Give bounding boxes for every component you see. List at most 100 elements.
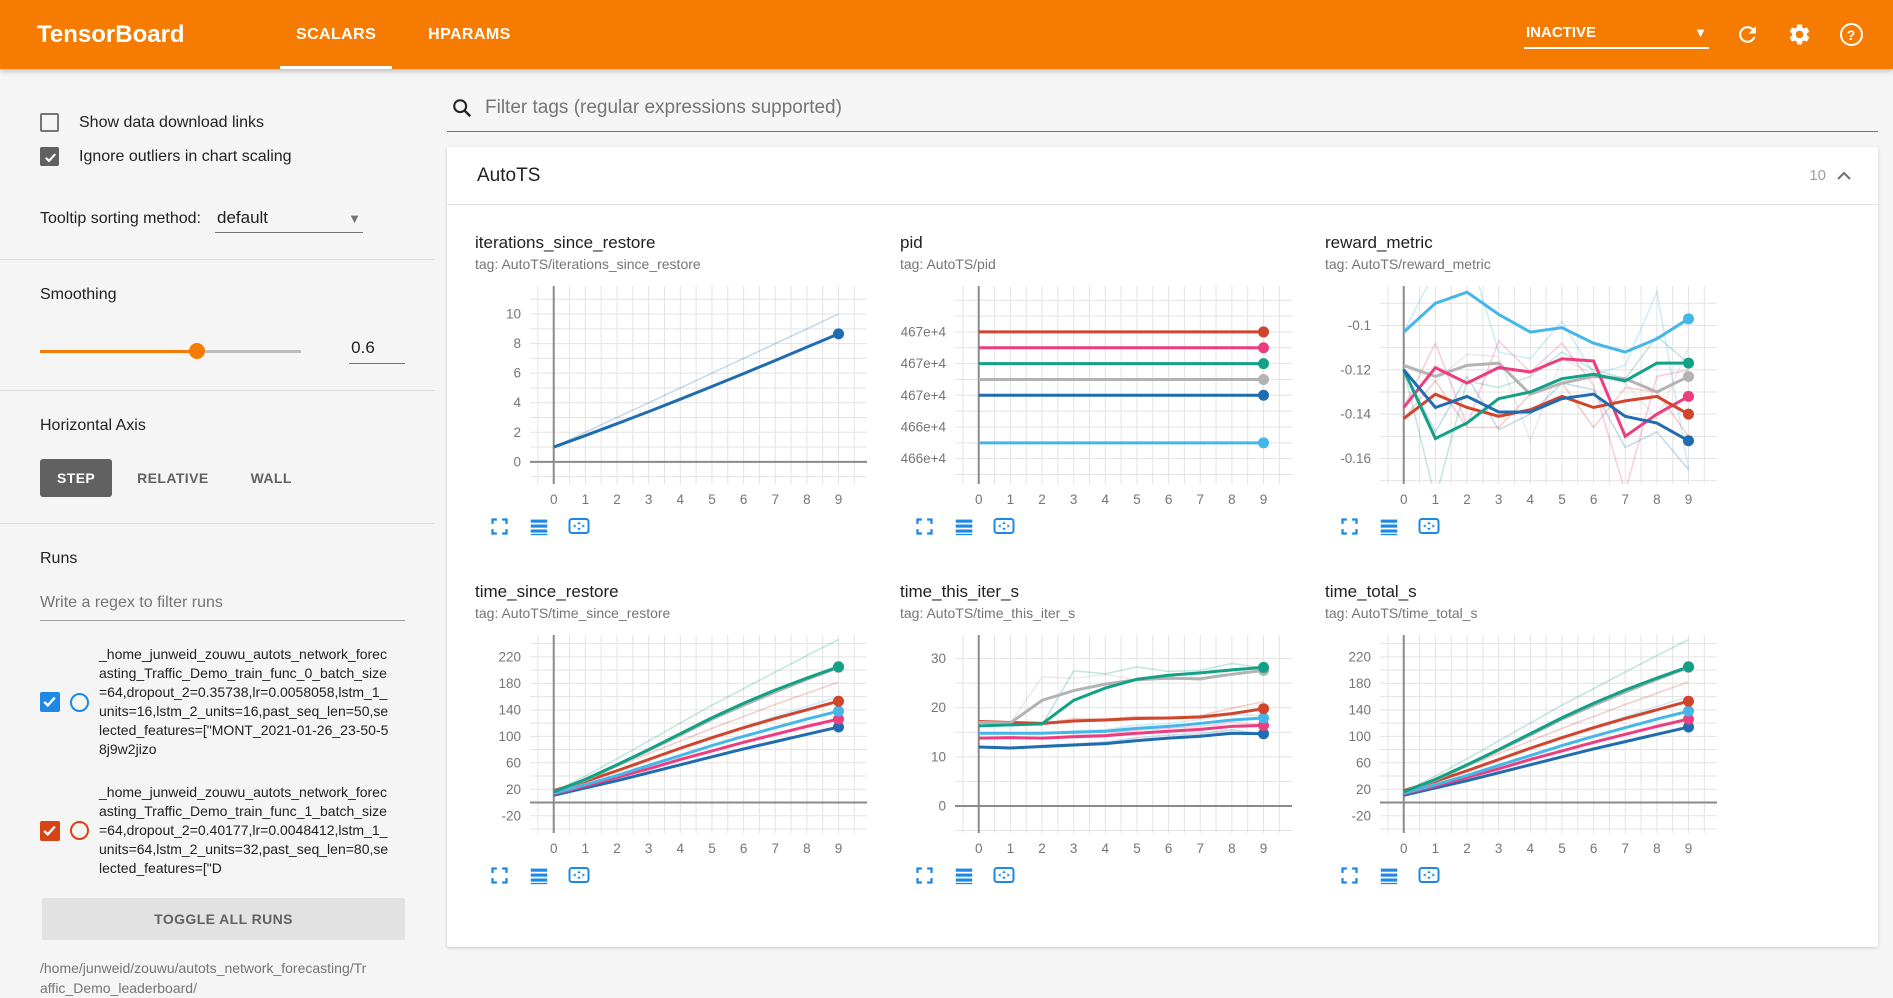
run-1-name: _home_junweid_zouwu_autots_network_forec… (99, 645, 389, 759)
chart-toolbar (487, 514, 900, 538)
runs-label: Runs (40, 550, 405, 568)
help-icon[interactable]: ? (1837, 21, 1865, 49)
expand-chart-icon[interactable] (1337, 863, 1361, 887)
svg-text:60: 60 (1356, 755, 1371, 770)
tag-filter-bar[interactable]: Filter tags (regular expressions support… (447, 91, 1878, 132)
data-table-icon[interactable] (527, 514, 551, 538)
data-table-icon[interactable] (952, 863, 976, 887)
chart-toolbar (487, 863, 900, 887)
svg-text:8: 8 (1228, 492, 1236, 507)
chart-card: time_since_restore tag: AutoTS/time_sinc… (475, 582, 900, 887)
smoothing-value[interactable]: 0.6 (349, 338, 405, 364)
fit-to-data-icon[interactable] (992, 514, 1016, 538)
svg-text:6: 6 (1165, 841, 1173, 856)
expand-chart-icon[interactable] (487, 514, 511, 538)
svg-text:1: 1 (1007, 841, 1015, 856)
expand-chart-icon[interactable] (1337, 514, 1361, 538)
chart-toolbar (1337, 863, 1750, 887)
chevron-up-icon[interactable] (1836, 171, 1852, 181)
runs-filter-input[interactable]: Write a regex to filter runs (40, 590, 405, 621)
app-header: TensorBoard SCALARS HPARAMS INACTIVE ▼ ? (0, 0, 1893, 69)
svg-text:8: 8 (803, 841, 811, 856)
search-icon (451, 97, 473, 119)
horizontal-axis-buttons: STEP RELATIVE WALL (40, 459, 405, 497)
run-2-checkbox[interactable] (40, 821, 60, 841)
svg-text:6: 6 (740, 492, 748, 507)
svg-text:4: 4 (1527, 492, 1535, 507)
svg-text:140: 140 (498, 702, 521, 717)
slider-thumb[interactable] (189, 343, 205, 359)
svg-text:2: 2 (1038, 492, 1046, 507)
svg-text:2.467e+4: 2.467e+4 (900, 324, 946, 339)
svg-text:9: 9 (835, 841, 843, 856)
svg-text:4: 4 (677, 841, 685, 856)
svg-text:3: 3 (1070, 841, 1078, 856)
svg-text:5: 5 (1558, 841, 1566, 856)
divider (0, 390, 435, 391)
tab-scalars[interactable]: SCALARS (270, 0, 402, 69)
chart-title: time_since_restore (475, 582, 900, 602)
smoothing-row: 0.6 (40, 338, 405, 364)
tab-hparams[interactable]: HPARAMS (402, 0, 537, 69)
chart-tag: tag: AutoTS/reward_metric (1325, 256, 1750, 272)
svg-text:2.466e+4: 2.466e+4 (900, 451, 946, 466)
run-item: _home_junweid_zouwu_autots_network_forec… (40, 645, 405, 759)
line-chart[interactable]: 2.467e+42.467e+42.467e+42.466e+42.466e+4… (900, 280, 1300, 512)
ignore-outliers-checkbox[interactable] (40, 147, 59, 166)
svg-text:1: 1 (1432, 492, 1440, 507)
expand-chart-icon[interactable] (487, 863, 511, 887)
chart-card: time_total_s tag: AutoTS/time_total_s -2… (1325, 582, 1750, 887)
tooltip-sorting-select[interactable]: default ▼ (215, 206, 363, 233)
expand-chart-icon[interactable] (912, 514, 936, 538)
axis-relative-button[interactable]: RELATIVE (120, 459, 225, 497)
svg-text:60: 60 (506, 755, 521, 770)
data-table-icon[interactable] (1377, 514, 1401, 538)
axis-step-button[interactable]: STEP (40, 459, 112, 497)
toggle-all-runs-button[interactable]: TOGGLE ALL RUNS (42, 898, 405, 940)
svg-text:0: 0 (975, 492, 983, 507)
run-2-radio[interactable] (70, 821, 89, 840)
run-1-checkbox[interactable] (40, 692, 60, 712)
fit-to-data-icon[interactable] (992, 863, 1016, 887)
svg-text:7: 7 (1196, 492, 1204, 507)
fit-to-data-icon[interactable] (1417, 863, 1441, 887)
svg-text:2: 2 (1463, 492, 1471, 507)
svg-text:220: 220 (498, 649, 521, 664)
run-1-radio[interactable] (70, 693, 89, 712)
main-content: Filter tags (regular expressions support… (435, 69, 1893, 929)
ignore-outliers-label: Ignore outliers in chart scaling (79, 148, 292, 166)
data-table-icon[interactable] (527, 863, 551, 887)
svg-text:3: 3 (1495, 492, 1503, 507)
smoothing-slider[interactable] (40, 343, 301, 359)
chart-toolbar (912, 514, 1325, 538)
status-dropdown[interactable]: INACTIVE ▼ (1524, 20, 1709, 49)
fit-to-data-icon[interactable] (567, 514, 591, 538)
svg-text:30: 30 (931, 651, 946, 666)
svg-text:7: 7 (771, 492, 779, 507)
data-table-icon[interactable] (1377, 863, 1401, 887)
axis-wall-button[interactable]: WALL (234, 459, 309, 497)
gear-icon[interactable] (1785, 21, 1813, 49)
svg-text:180: 180 (1348, 676, 1371, 691)
chart-count: 10 (1809, 167, 1826, 184)
show-download-links-checkbox[interactable] (40, 113, 59, 132)
svg-text:4: 4 (1102, 841, 1110, 856)
fit-to-data-icon[interactable] (1417, 514, 1441, 538)
svg-text:6: 6 (1590, 841, 1598, 856)
svg-text:-0.14: -0.14 (1340, 407, 1371, 422)
fit-to-data-icon[interactable] (567, 863, 591, 887)
chart-toolbar (912, 863, 1325, 887)
expand-chart-icon[interactable] (912, 863, 936, 887)
run-item: _home_junweid_zouwu_autots_network_forec… (40, 783, 405, 878)
svg-text:2.467e+4: 2.467e+4 (900, 356, 946, 371)
data-table-icon[interactable] (952, 514, 976, 538)
autots-section-header[interactable]: AutoTS 10 (447, 147, 1878, 205)
svg-text:-0.16: -0.16 (1340, 451, 1371, 466)
refresh-icon[interactable] (1733, 21, 1761, 49)
svg-text:6: 6 (740, 841, 748, 856)
